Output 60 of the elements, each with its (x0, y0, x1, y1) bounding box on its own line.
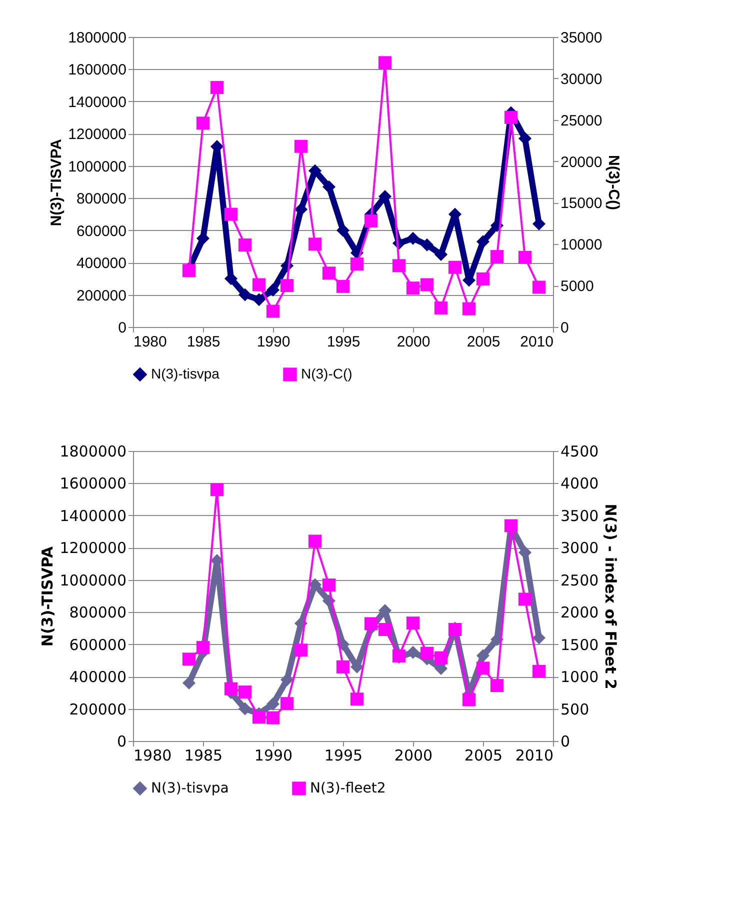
x-tick-label: 1995 (324, 746, 363, 764)
y2-tick-label: 4500 (560, 442, 599, 460)
y-tick-label: 1800000 (68, 30, 126, 46)
x-tick-label: 1995 (326, 334, 360, 350)
x-tick-label: 1980 (134, 334, 167, 350)
y2-tick-label: 30000 (560, 70, 602, 88)
y2-tick-label: 1000 (560, 668, 599, 686)
y-tick-label: 0 (118, 320, 126, 336)
y-tick-label: 0 (116, 732, 126, 750)
y-tick-label: 1200000 (60, 539, 126, 558)
y-tick-label: 800000 (76, 190, 126, 208)
y-tick-label: 200000 (76, 287, 126, 304)
y-tick-label: 400000 (76, 255, 126, 272)
x-tick-label: 1985 (184, 746, 223, 764)
x-tick-label: 1990 (254, 746, 293, 764)
y-tick-label: 600000 (76, 222, 126, 240)
y-tick-label: 400000 (69, 668, 126, 686)
y2-tick-label: 1500 (560, 636, 599, 654)
legend-label: N(3)-C() (301, 365, 352, 382)
x-tick-label: 2005 (466, 334, 500, 350)
y-tick-label: 1600000 (68, 62, 126, 79)
x-tick-label: 2000 (394, 746, 433, 764)
legend-label: N(3)-tisvpa (151, 365, 220, 382)
y-tick-label: 600000 (69, 636, 126, 654)
x-tick-label: 2010 (520, 334, 554, 350)
y-tick-label: 1600000 (60, 474, 126, 493)
y-tick-label: 1400000 (68, 94, 126, 111)
y2-axis-title: N(3)-C() (605, 155, 622, 210)
y-axis-title: N(3)-TISVPA (48, 138, 66, 226)
y-tick-label: 1000000 (60, 571, 126, 590)
y2-tick-label: 4000 (560, 474, 599, 493)
y2-axis-title: N(3) - index of Fleet 2 (602, 504, 620, 690)
y2-tick-label: 5000 (560, 278, 594, 296)
x-tick-label: 2000 (396, 334, 430, 350)
legend-label: N(3)-tisvpa (151, 780, 229, 796)
y2-tick-label: 2500 (560, 571, 599, 590)
y2-tick-label: 25000 (560, 112, 602, 130)
y-tick-label: 1800000 (60, 442, 126, 460)
x-tick-label: 1980 (134, 746, 172, 764)
y2-tick-label: 10000 (560, 236, 602, 254)
y2-tick-label: 0 (560, 732, 570, 750)
y2-tick-label: 2000 (560, 604, 599, 622)
y-tick-label: 1400000 (60, 506, 126, 525)
y2-tick-label: 0 (560, 320, 569, 336)
y-tick-label: 800000 (69, 604, 126, 622)
y2-tick-label: 500 (560, 700, 590, 718)
y-tick-label: 1000000 (68, 158, 126, 176)
x-tick-label: 1985 (186, 334, 220, 350)
y-tick-label: 1200000 (68, 126, 126, 144)
x-tick-label: 1990 (256, 334, 290, 350)
legend-label: N(3)-fleet2 (310, 780, 386, 796)
y2-tick-label: 3000 (560, 539, 599, 558)
y-axis-title: N(3)-TISVPA (38, 546, 57, 647)
y2-tick-label: 20000 (560, 154, 602, 171)
y2-tick-label: 3500 (560, 506, 599, 525)
y2-tick-label: 15000 (560, 195, 602, 212)
x-tick-label: 2005 (464, 746, 503, 764)
y-tick-label: 200000 (69, 700, 126, 718)
x-tick-label: 2010 (515, 746, 554, 764)
y2-tick-label: 35000 (560, 30, 602, 46)
